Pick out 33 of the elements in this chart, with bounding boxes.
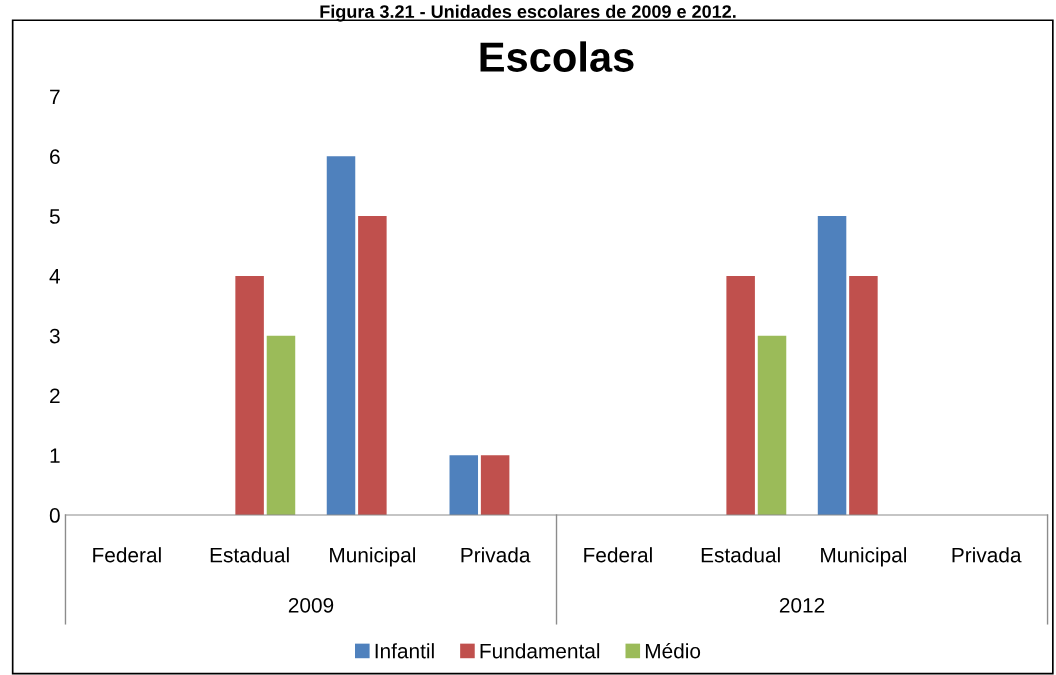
legend-label: Infantil bbox=[375, 643, 434, 659]
bar bbox=[266, 335, 296, 516]
y-tick-label: 6 bbox=[50, 149, 60, 165]
bar bbox=[235, 275, 264, 516]
bar bbox=[326, 156, 356, 516]
y-tick-label: 0 bbox=[49, 508, 60, 523]
text: 2009 bbox=[288, 597, 334, 613]
bar bbox=[849, 275, 878, 516]
y-tick-label: 2 bbox=[50, 388, 60, 403]
text: Figura 3.21 - Unidades escolares de 2009 e 2012. bbox=[320, 4, 736, 22]
x-tick-label: Federal bbox=[93, 547, 161, 563]
x-tick-label: Municipal bbox=[330, 547, 415, 567]
text: 2012 bbox=[779, 597, 825, 613]
bar bbox=[817, 216, 847, 516]
x-tick-label: Estadual bbox=[701, 547, 780, 563]
bar bbox=[358, 216, 387, 516]
y-tick-label: 7 bbox=[50, 89, 60, 105]
y-tick-label: 4 bbox=[49, 269, 60, 284]
x-tick-label: Federal bbox=[584, 547, 652, 563]
y-tick-label: 5 bbox=[49, 209, 60, 224]
y-tick-label: 3 bbox=[49, 328, 60, 344]
legend-label: Fundamental bbox=[480, 643, 600, 659]
x-tick-label: Privada bbox=[461, 547, 531, 563]
x-tick-label: Municipal bbox=[821, 547, 907, 567]
x-tick-label: Estadual bbox=[210, 547, 289, 563]
x-tick-label: Privada bbox=[952, 547, 1022, 563]
bar bbox=[449, 455, 479, 516]
chart-title: Escolas bbox=[480, 41, 634, 72]
bar bbox=[480, 455, 510, 516]
bar bbox=[757, 335, 787, 516]
legend-label: Médio bbox=[645, 642, 701, 659]
y-tick-label: 1 bbox=[50, 448, 60, 463]
bar bbox=[726, 275, 755, 516]
